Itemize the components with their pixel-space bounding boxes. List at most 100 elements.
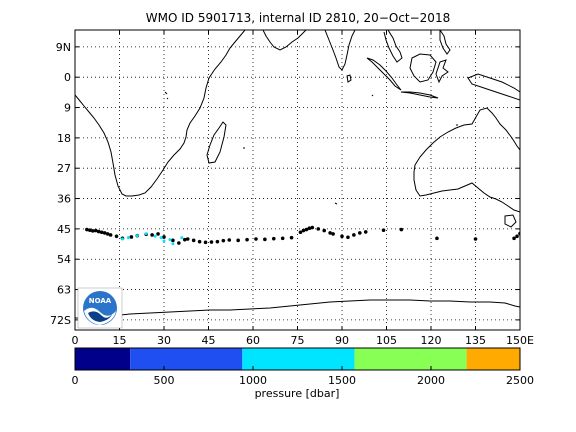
float-position-point	[310, 225, 315, 230]
float-position-point-deep	[135, 234, 139, 238]
lon-label: 15	[113, 334, 127, 347]
lon-label: 120	[421, 334, 442, 347]
philippines-coastline	[439, 30, 451, 55]
lat-label: 72S	[50, 314, 71, 327]
colorbar-segment	[75, 348, 131, 370]
lat-label: 0	[64, 71, 71, 84]
float-position-point	[99, 230, 104, 235]
australia-coastline	[413, 107, 520, 213]
float-position-point-deep	[162, 239, 166, 243]
lat-label: 36	[57, 193, 71, 206]
float-position-point	[515, 234, 519, 239]
lon-label: 45	[202, 334, 216, 347]
float-position-point	[263, 237, 267, 242]
latitude-labels: 9N 0 9 18 27 36 45 54 63 72S	[50, 41, 71, 327]
colorbar-frame	[74, 347, 521, 371]
float-position-point	[102, 231, 107, 235]
float-position-point	[108, 233, 113, 237]
colorbar-tick-label: 0	[72, 374, 79, 387]
lon-label: 75	[291, 334, 305, 347]
sumatra-coastline	[366, 57, 402, 91]
float-position-point	[182, 237, 187, 242]
float-position-point	[96, 229, 101, 234]
float-position-point	[271, 236, 276, 241]
colorbar-segment	[242, 348, 355, 370]
float-position-point-deep	[180, 236, 184, 240]
colorbar-label: pressure [dbar]	[255, 387, 340, 400]
float-position-point	[215, 239, 220, 244]
float-position-point	[328, 231, 332, 235]
noaa-logo-inner-wave	[88, 311, 112, 322]
float-position-point	[171, 238, 175, 243]
float-position-point	[185, 237, 190, 241]
float-position-point	[236, 238, 240, 243]
float-position-point-deep	[153, 234, 157, 238]
india-coastline	[324, 30, 356, 71]
lat-label: 45	[57, 223, 71, 236]
noaa-logo: NOAA	[77, 287, 123, 329]
noaa-logo-text: NOAA	[89, 297, 112, 305]
float-position-point	[381, 228, 386, 233]
lon-label: 105	[376, 334, 397, 347]
lat-label: 18	[57, 132, 71, 145]
sri-lanka-coastline	[346, 74, 352, 83]
float-position-point	[177, 241, 181, 245]
float-position-point	[346, 235, 350, 240]
float-position-point-deep	[126, 236, 130, 240]
float-position-point-deep	[144, 232, 148, 236]
float-position-point	[473, 237, 478, 241]
lat-label: 27	[57, 162, 71, 175]
tasmania-coastline	[504, 214, 517, 228]
small-islands	[164, 91, 458, 205]
float-position-point	[91, 229, 95, 233]
sulawesi-coastline	[435, 59, 449, 84]
float-position-point	[105, 232, 110, 236]
float-position-point	[191, 238, 196, 243]
float-position-point	[156, 232, 160, 236]
float-position-point	[304, 227, 309, 232]
lat-label: 63	[57, 284, 71, 297]
float-position-point	[129, 235, 134, 239]
float-position-point	[197, 239, 202, 244]
float-position-point	[316, 227, 321, 231]
lon-label: 150E	[506, 334, 534, 347]
float-position-point	[399, 227, 404, 232]
float-position-point	[203, 240, 208, 245]
colorbar-ticks: 0 500 1000 1500 2000 2500	[72, 366, 534, 387]
float-position-point	[298, 230, 303, 235]
map-frame	[74, 29, 521, 331]
lon-label: 90	[335, 334, 349, 347]
colorbar-segment	[466, 348, 520, 370]
colorbar-tick-label: 500	[154, 374, 175, 387]
indochina-coastline	[383, 30, 403, 63]
float-position-point	[340, 234, 344, 239]
float-position-point	[150, 233, 154, 237]
float-track	[85, 225, 520, 246]
float-position-point	[307, 226, 312, 231]
float-position-point	[227, 238, 232, 242]
madagascar-coastline	[206, 121, 227, 164]
float-position-point	[114, 234, 119, 239]
colorbar-segment	[354, 348, 467, 370]
float-position-point-deep	[168, 238, 172, 242]
map-title: WMO ID 5901713, internal ID 2810, 20−Oct…	[146, 11, 450, 25]
new-guinea-coastline	[467, 73, 520, 101]
float-position-point	[358, 231, 362, 235]
float-position-point	[301, 228, 306, 233]
lon-label: 135	[465, 334, 486, 347]
africa-coastline	[75, 30, 246, 197]
float-position-point	[289, 235, 294, 240]
float-position-point	[162, 235, 166, 239]
lat-label: 54	[57, 253, 71, 266]
borneo-coastline	[409, 53, 437, 83]
float-position-point	[512, 236, 516, 241]
colorbar-tick-label: 1500	[328, 374, 356, 387]
float-position-point	[93, 228, 98, 233]
float-position-point	[322, 228, 327, 233]
float-position-point-deep	[120, 237, 124, 241]
float-position-point	[88, 228, 92, 233]
colorbar	[75, 348, 520, 370]
lon-label: 30	[157, 334, 171, 347]
colorbar-segment	[130, 348, 243, 370]
